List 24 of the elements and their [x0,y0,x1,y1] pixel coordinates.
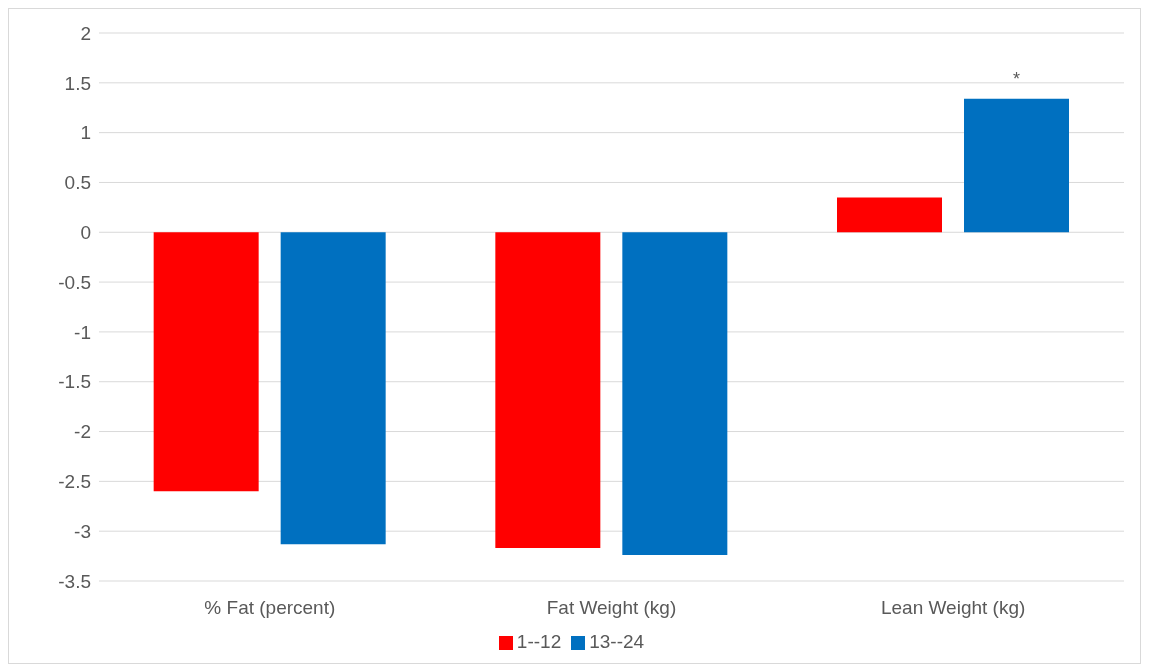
bar [153,232,259,492]
bar [964,98,1069,233]
bar [622,232,728,556]
legend-label: 1--12 [516,631,562,652]
bar [837,197,942,233]
x-tick-label: % Fat (percent) [204,597,336,619]
annotation: * [1012,68,1021,89]
y-tick-label: -1.5 [58,371,91,393]
x-tick-label: Lean Weight (kg) [880,597,1026,619]
y-tick-label: -0.5 [58,271,91,293]
y-tick-label: -1 [74,321,91,343]
bar [280,232,386,545]
legend-label: 13--24 [589,631,645,652]
bar [495,232,601,549]
y-tick-label: 0 [80,222,91,244]
y-tick-label: 1.5 [64,72,91,94]
y-tick-label: 1 [80,122,91,144]
y-tick-label: -3 [74,520,91,542]
y-tick-label: -3.5 [58,570,91,592]
y-tick-label: 0.5 [64,172,91,194]
y-tick-label: 2 [80,22,91,44]
x-tick-label: Fat Weight (kg) [546,597,677,619]
y-tick-label: -2.5 [58,471,91,493]
y-tick-label: -2 [74,421,91,443]
